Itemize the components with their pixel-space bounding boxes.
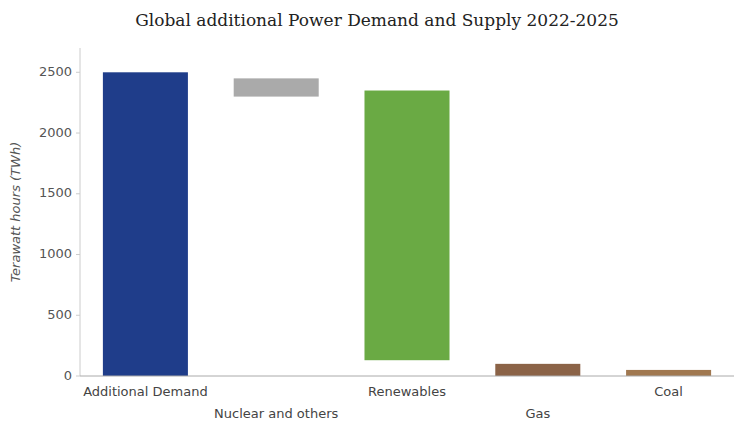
bar bbox=[234, 78, 319, 96]
title: Global additional Power Demand and Suppl… bbox=[135, 10, 619, 30]
y-tick bbox=[76, 72, 80, 73]
y-tick bbox=[76, 133, 80, 134]
chart-container: Global additional Power Demand and Suppl… bbox=[0, 0, 754, 448]
y-axis-line bbox=[80, 48, 81, 376]
x-tick-label: Gas bbox=[525, 406, 550, 421]
y-tick-label: 2500 bbox=[39, 64, 72, 79]
bar bbox=[103, 72, 188, 376]
y-tick-label: 0 bbox=[64, 368, 72, 383]
x-tick-label: Additional Demand bbox=[83, 384, 208, 399]
y-tick-label: 1000 bbox=[39, 246, 72, 261]
y-tick-label: 2000 bbox=[39, 125, 72, 140]
chart: Global additional Power Demand and Suppl… bbox=[0, 0, 754, 448]
y-axis-label: Terawatt hours (TWh) bbox=[8, 142, 23, 282]
x-axis-line bbox=[80, 376, 734, 377]
y-tick bbox=[76, 193, 80, 194]
y-tick bbox=[76, 254, 80, 255]
y-tick bbox=[76, 376, 80, 377]
bars bbox=[103, 72, 711, 376]
y-tick-label: 500 bbox=[47, 307, 72, 322]
bar bbox=[495, 364, 580, 376]
y-tick-label: 1500 bbox=[39, 185, 72, 200]
x-tick-label: Coal bbox=[654, 384, 683, 399]
y-tick bbox=[76, 315, 80, 316]
bar bbox=[626, 370, 711, 376]
x-tick-label: Nuclear and others bbox=[214, 406, 338, 421]
x-tick-label: Renewables bbox=[368, 384, 446, 399]
bar bbox=[364, 91, 449, 361]
